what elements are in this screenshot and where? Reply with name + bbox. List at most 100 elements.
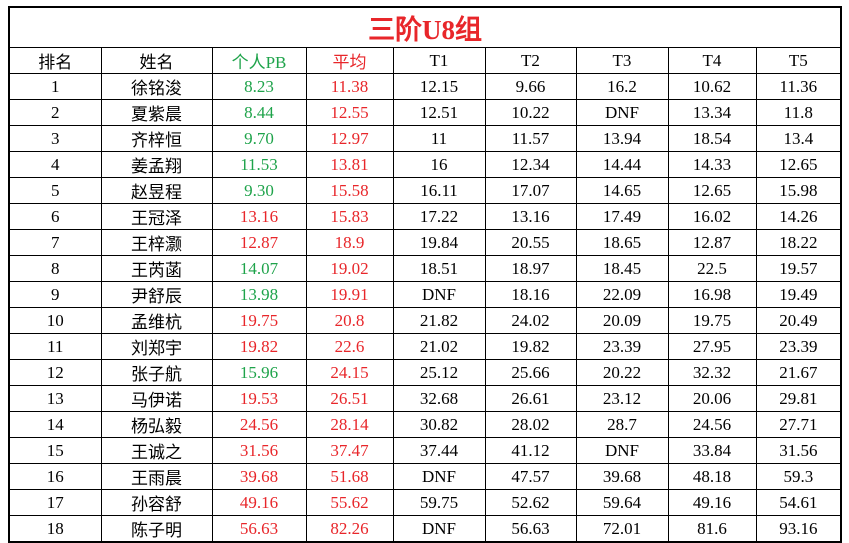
table-cell: 张子航 [100, 359, 213, 386]
table-row: 4 姜孟翔 11.53 13.81 16 12.34 14.44 14.33 12.65 [8, 151, 842, 178]
table-cell: 22.5 [667, 255, 757, 282]
table-cell: 17.22 [392, 203, 486, 230]
header-cell: T2 [484, 47, 577, 74]
table-cell: 夏紫晨 [100, 99, 213, 126]
title-row: 三阶U8组 [8, 6, 842, 48]
table-cell: 19.82 [484, 333, 577, 360]
table-cell: 18.97 [484, 255, 577, 282]
table-cell: 齐梓恒 [100, 125, 213, 152]
table-cell: 11.53 [211, 151, 307, 178]
table-cell: 11.36 [755, 73, 842, 100]
header-cell: 平均 [305, 47, 394, 74]
table-cell: 14.07 [211, 255, 307, 282]
table-cell: 16 [392, 151, 486, 178]
table-cell: 12.65 [667, 177, 757, 204]
table-cell: 19.57 [755, 255, 842, 282]
table-cell: 1 [8, 73, 102, 100]
table-cell: 王雨晨 [100, 463, 213, 490]
table-cell: 10 [8, 307, 102, 334]
table-cell: 20.06 [667, 385, 757, 412]
table-cell: DNF [575, 99, 669, 126]
table-cell: 25.12 [392, 359, 486, 386]
table-cell: 8 [8, 255, 102, 282]
table-cell: 37.47 [305, 437, 394, 464]
header-cell: 个人PB [211, 47, 307, 74]
table-cell: 12.87 [667, 229, 757, 256]
table-row: 15 王诚之 31.56 37.47 37.44 41.12 DNF 33.84 31.56 [8, 437, 842, 464]
table-cell: 王梓灏 [100, 229, 213, 256]
table-cell: 15 [8, 437, 102, 464]
table-cell: 12.65 [755, 151, 842, 178]
table-cell: 19.49 [755, 281, 842, 308]
table-cell: 18.16 [484, 281, 577, 308]
header-cell: T4 [667, 47, 757, 74]
table-cell: 24.56 [667, 411, 757, 438]
table-cell: 6 [8, 203, 102, 230]
table-cell: 56.63 [211, 515, 307, 543]
table-cell: 23.39 [755, 333, 842, 360]
table-cell: 3 [8, 125, 102, 152]
table-cell: 13.16 [484, 203, 577, 230]
table-title: 三阶U8组 [8, 6, 842, 48]
table-cell: 11 [8, 333, 102, 360]
table-cell: 93.16 [755, 515, 842, 543]
table-cell: 41.12 [484, 437, 577, 464]
table-row: 1 徐铭浚 8.23 11.38 12.15 9.66 16.2 10.62 11.36 [8, 73, 842, 100]
table-cell: 4 [8, 151, 102, 178]
table-cell: 56.63 [484, 515, 577, 543]
table-cell: 20.8 [305, 307, 394, 334]
table-cell: DNF [392, 281, 486, 308]
table-cell: 孟维杭 [100, 307, 213, 334]
table-cell: 82.26 [305, 515, 394, 543]
table-cell: 25.66 [484, 359, 577, 386]
table-row: 8 王芮菡 14.07 19.02 18.51 18.97 18.45 22.5 19.57 [8, 255, 842, 282]
table-row: 13 马伊诺 19.53 26.51 32.68 26.61 23.12 20.06 29.81 [8, 385, 842, 412]
table-cell: 13.34 [667, 99, 757, 126]
table-cell: 赵昱程 [100, 177, 213, 204]
table-cell: 32.32 [667, 359, 757, 386]
table-cell: 12.51 [392, 99, 486, 126]
table-cell: DNF [392, 463, 486, 490]
table-row: 10 孟维杭 19.75 20.8 21.82 24.02 20.09 19.75 20.49 [8, 307, 842, 334]
table-cell: 20.09 [575, 307, 669, 334]
table-cell: 13.98 [211, 281, 307, 308]
table-cell: 12.55 [305, 99, 394, 126]
table-cell: 15.83 [305, 203, 394, 230]
table-cell: 刘郑宇 [100, 333, 213, 360]
table-cell: 30.82 [392, 411, 486, 438]
table-cell: 18.45 [575, 255, 669, 282]
table-cell: 马伊诺 [100, 385, 213, 412]
table-cell: 13.94 [575, 125, 669, 152]
table-cell: 16.2 [575, 73, 669, 100]
table-cell: 徐铭浚 [100, 73, 213, 100]
table-cell: 12.87 [211, 229, 307, 256]
table-cell: 32.68 [392, 385, 486, 412]
table-cell: 18.9 [305, 229, 394, 256]
table-cell: 14.44 [575, 151, 669, 178]
table-cell: 12.15 [392, 73, 486, 100]
header-row: 排名 姓名 个人PB 平均 T1 T2 T3 T4 T5 [8, 47, 842, 74]
table-cell: 20.49 [755, 307, 842, 334]
table-cell: 18.65 [575, 229, 669, 256]
table-cell: 20.22 [575, 359, 669, 386]
table-cell: 15.96 [211, 359, 307, 386]
table-cell: 17.49 [575, 203, 669, 230]
table-cell: 9 [8, 281, 102, 308]
table-cell: 21.02 [392, 333, 486, 360]
table-cell: 18.54 [667, 125, 757, 152]
table-cell: 15.58 [305, 177, 394, 204]
table-cell: 8.23 [211, 73, 307, 100]
table-cell: 27.95 [667, 333, 757, 360]
table-cell: 5 [8, 177, 102, 204]
table-cell: 19.75 [667, 307, 757, 334]
header-cell: T1 [392, 47, 486, 74]
table-cell: 15.98 [755, 177, 842, 204]
table-cell: 14 [8, 411, 102, 438]
table-row: 12 张子航 15.96 24.15 25.12 25.66 20.22 32.32 21.67 [8, 359, 842, 386]
table-cell: 19.84 [392, 229, 486, 256]
table-cell: 14.26 [755, 203, 842, 230]
table-body: 1 徐铭浚 8.23 11.38 12.15 9.66 16.2 10.62 11.36 2 夏紫晨… [8, 73, 842, 543]
table-cell: 16.98 [667, 281, 757, 308]
table-cell: 12.97 [305, 125, 394, 152]
header-cell: T3 [575, 47, 669, 74]
